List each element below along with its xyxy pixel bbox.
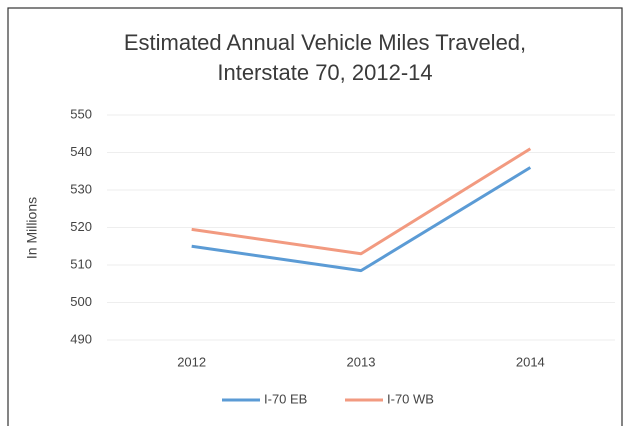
series-line — [191, 147, 532, 256]
x-tick-label: 2013 — [347, 354, 376, 369]
y-tick-label: 540 — [70, 144, 92, 159]
legend-label: I-70 WB — [387, 391, 434, 406]
x-tick-label: 2014 — [516, 354, 545, 369]
chart-border — [7, 7, 623, 426]
x-tick-label: 2012 — [177, 354, 206, 369]
y-axis-label: In Millions — [24, 197, 40, 259]
y-tick-label: 550 — [70, 106, 92, 121]
y-tick-label: 500 — [70, 294, 92, 309]
y-tick-label: 530 — [70, 181, 92, 196]
y-tick-label: 520 — [70, 219, 92, 234]
chart-title: Estimated Annual Vehicle Miles Traveled,… — [123, 30, 527, 85]
y-tick-label: 490 — [70, 331, 92, 346]
series-line — [191, 166, 532, 273]
y-tick-label: 510 — [70, 256, 92, 271]
legend-label: I-70 EB — [264, 391, 307, 406]
